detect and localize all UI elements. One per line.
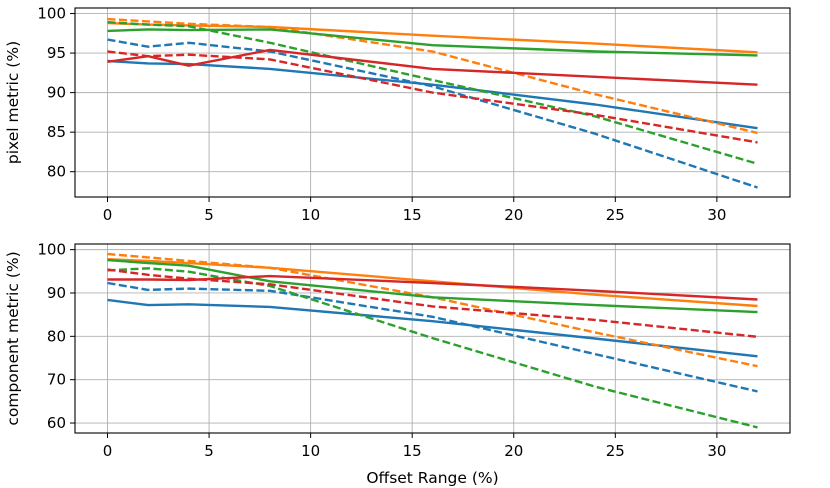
pixel-xtick-label-10: 10 — [301, 206, 320, 224]
pixel-ytick-label-85: 85 — [47, 123, 66, 141]
component-series-green-dashed — [107, 267, 758, 429]
pixel-series-green-solid — [107, 28, 758, 57]
pixel-metric-panel: 0 5 10 15 20 25 30 80 85 90 95 100 pixel metric (%) — [4, 5, 791, 224]
pixel-series-orange-dashed — [107, 17, 758, 135]
pixel-plot-frame — [74, 7, 791, 198]
pixel-series-blue-solid — [107, 59, 758, 130]
pixel-xtick-label-30: 30 — [707, 206, 726, 224]
pixel-xtick-label-25: 25 — [606, 206, 625, 224]
component-xtick-label-30: 30 — [707, 442, 726, 460]
pixel-ytick-label-95: 95 — [47, 44, 66, 62]
component-series-blue-dashed — [107, 281, 758, 393]
pixel-xtick-label-20: 20 — [504, 206, 523, 224]
component-ytick-label-70: 70 — [47, 371, 66, 389]
pixel-series-orange-solid — [107, 21, 758, 54]
pixel-xtick-label-5: 5 — [204, 206, 214, 224]
component-xlabel: Offset Range (%) — [366, 469, 498, 487]
pixel-series-red-dashed — [107, 50, 758, 144]
component-plot-frame — [74, 243, 791, 434]
component-series-orange-dashed — [107, 252, 758, 368]
component-series-blue-solid — [107, 298, 758, 358]
pixel-ytick-label-100: 100 — [37, 5, 66, 23]
component-xtick-label-20: 20 — [504, 442, 523, 460]
component-ylabel: component metric (%) — [4, 251, 22, 425]
component-xtick-label-5: 5 — [204, 442, 214, 460]
component-xtick-label-25: 25 — [606, 442, 625, 460]
pixel-ytick-label-80: 80 — [47, 163, 66, 181]
component-xtick-label-0: 0 — [103, 442, 113, 460]
pixel-xtick-label-15: 15 — [403, 206, 422, 224]
component-metric-panel: 0 5 10 15 20 25 30 60 70 80 90 100 component metric … — [4, 241, 791, 487]
component-ytick-label-90: 90 — [47, 284, 66, 302]
component-ytick-label-100: 100 — [37, 241, 66, 259]
pixel-ylabel: pixel metric (%) — [4, 41, 22, 164]
pixel-series-blue-dashed — [107, 38, 758, 189]
component-ytick-label-80: 80 — [47, 327, 66, 345]
component-series-red-dashed — [107, 268, 758, 338]
component-ytick-label-60: 60 — [47, 414, 66, 432]
component-xtick-label-15: 15 — [403, 442, 422, 460]
pixel-ytick-label-90: 90 — [47, 84, 66, 102]
pixel-xtick-label-0: 0 — [103, 206, 113, 224]
component-xtick-label-10: 10 — [301, 442, 320, 460]
pixel-series-green-dashed — [107, 21, 758, 165]
component-series-green-solid — [107, 258, 758, 314]
component-series-red-solid — [107, 274, 758, 301]
